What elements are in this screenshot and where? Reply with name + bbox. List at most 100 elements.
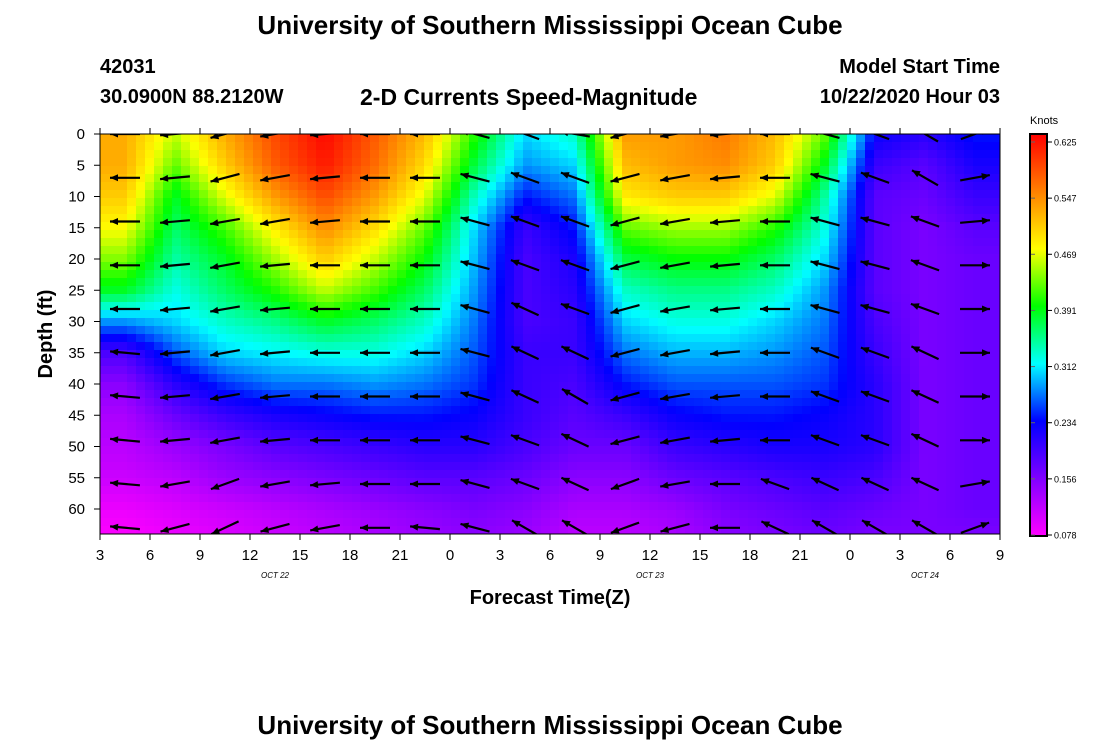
heatmap-cell	[793, 190, 803, 199]
heatmap-cell	[100, 470, 110, 479]
heatmap-cell	[415, 318, 425, 327]
heatmap-cell	[361, 446, 371, 455]
heatmap-cell	[379, 438, 389, 447]
heatmap-cell	[874, 166, 884, 175]
heatmap-cell	[172, 254, 182, 263]
heatmap-cell	[928, 230, 938, 239]
heatmap-cell	[199, 166, 209, 175]
heatmap-cell	[658, 166, 668, 175]
heatmap-cell	[802, 382, 812, 391]
heatmap-cell	[370, 414, 380, 423]
heatmap-cell	[172, 150, 182, 159]
heatmap-cell	[793, 270, 803, 279]
heatmap-cell	[514, 238, 524, 247]
heatmap-cell	[163, 326, 173, 335]
heatmap-cell	[541, 310, 551, 319]
heatmap-cell	[622, 158, 632, 167]
heatmap-cell	[658, 238, 668, 247]
heatmap-cell	[226, 214, 236, 223]
heatmap-cell	[604, 286, 614, 295]
heatmap-cell	[613, 462, 623, 471]
heatmap-cell	[154, 246, 164, 255]
heatmap-cell	[352, 198, 362, 207]
heatmap-cell	[352, 158, 362, 167]
heatmap-cell	[532, 262, 542, 271]
heatmap-cell	[820, 198, 830, 207]
heatmap-cell	[694, 406, 704, 415]
heatmap-cell	[379, 222, 389, 231]
heatmap-cell	[118, 158, 128, 167]
heatmap-cell	[730, 174, 740, 183]
heatmap-cell	[901, 446, 911, 455]
heatmap-cell	[973, 238, 983, 247]
heatmap-cell	[703, 278, 713, 287]
heatmap-cell	[451, 166, 461, 175]
heatmap-cell	[136, 270, 146, 279]
heatmap-cell	[541, 486, 551, 495]
heatmap-cell	[748, 414, 758, 423]
heatmap-cell	[820, 310, 830, 319]
heatmap-cell	[298, 350, 308, 359]
heatmap-cell	[910, 278, 920, 287]
heatmap-cell	[289, 270, 299, 279]
heatmap-cell	[685, 302, 695, 311]
heatmap-cell	[343, 494, 353, 503]
heatmap-cell	[271, 254, 281, 263]
heatmap-cell	[424, 406, 434, 415]
heatmap-cell	[496, 166, 506, 175]
heatmap-cell	[901, 190, 911, 199]
heatmap-cell	[469, 422, 479, 431]
heatmap-cell	[334, 206, 344, 215]
heatmap-cell	[874, 414, 884, 423]
heatmap-cell	[352, 374, 362, 383]
heatmap-cell	[613, 270, 623, 279]
heatmap-cell	[145, 302, 155, 311]
heatmap-cell	[721, 462, 731, 471]
heatmap-cell	[127, 198, 137, 207]
heatmap-cell	[487, 358, 497, 367]
heatmap-cell	[928, 286, 938, 295]
heatmap-cell	[199, 158, 209, 167]
heatmap-cell	[550, 278, 560, 287]
heatmap-cell	[172, 238, 182, 247]
heatmap-cell	[397, 310, 407, 319]
heatmap-cell	[532, 190, 542, 199]
heatmap-cell	[433, 382, 443, 391]
heatmap-cell	[892, 494, 902, 503]
heatmap-cell	[667, 494, 677, 503]
heatmap-cell	[388, 414, 398, 423]
heatmap-cell	[262, 374, 272, 383]
heatmap-cell	[838, 366, 848, 375]
heatmap-cell	[451, 518, 461, 527]
heatmap-cell	[415, 278, 425, 287]
heatmap-cell	[379, 150, 389, 159]
heatmap-cell	[883, 446, 893, 455]
heatmap-cell	[919, 318, 929, 327]
heatmap-cell	[802, 278, 812, 287]
heatmap-cell	[442, 422, 452, 431]
heatmap-cell	[487, 526, 497, 534]
heatmap-cell	[676, 134, 686, 143]
heatmap-cell	[775, 166, 785, 175]
heatmap-cell	[946, 446, 956, 455]
heatmap-cell	[388, 158, 398, 167]
heatmap-cell	[928, 446, 938, 455]
heatmap-cell	[361, 462, 371, 471]
heatmap-cell	[208, 270, 218, 279]
heatmap-cell	[190, 182, 200, 191]
heatmap-cell	[451, 486, 461, 495]
heatmap-cell	[460, 430, 470, 439]
heatmap-cell	[973, 286, 983, 295]
heatmap-cell	[928, 206, 938, 215]
heatmap-cell	[397, 270, 407, 279]
heatmap-cell	[208, 430, 218, 439]
heatmap-cell	[910, 502, 920, 511]
heatmap-cell	[262, 358, 272, 367]
heatmap-cell	[757, 134, 767, 143]
heatmap-cell	[622, 454, 632, 463]
heatmap-cell	[712, 222, 722, 231]
heatmap-cell	[451, 374, 461, 383]
heatmap-cell	[316, 414, 326, 423]
heatmap-cell	[163, 142, 173, 151]
heatmap-cell	[172, 454, 182, 463]
